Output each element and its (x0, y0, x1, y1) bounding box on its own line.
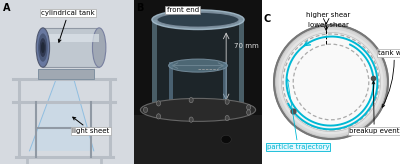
Text: 70 mm: 70 mm (234, 43, 258, 49)
Circle shape (144, 107, 148, 113)
Text: B: B (136, 3, 144, 13)
Circle shape (156, 101, 160, 106)
Ellipse shape (38, 33, 48, 62)
Text: light sheet: light sheet (72, 117, 110, 134)
Text: lower shear: lower shear (308, 22, 348, 28)
Text: A: A (3, 3, 10, 13)
FancyBboxPatch shape (223, 62, 228, 103)
FancyBboxPatch shape (152, 20, 157, 107)
FancyBboxPatch shape (43, 28, 99, 67)
Ellipse shape (140, 98, 256, 121)
Circle shape (281, 32, 381, 132)
Ellipse shape (157, 12, 239, 27)
Ellipse shape (221, 135, 231, 144)
Polygon shape (30, 79, 94, 151)
FancyBboxPatch shape (38, 69, 94, 79)
Circle shape (247, 110, 251, 115)
Circle shape (225, 115, 229, 121)
FancyBboxPatch shape (43, 34, 99, 42)
Ellipse shape (92, 28, 106, 67)
Circle shape (278, 30, 384, 134)
Text: higher shear: higher shear (306, 12, 350, 18)
Circle shape (283, 34, 379, 130)
Text: front end: front end (166, 7, 199, 14)
Text: breakup event: breakup event (349, 81, 400, 134)
Circle shape (274, 25, 388, 139)
Circle shape (189, 98, 193, 103)
Ellipse shape (152, 10, 244, 30)
Ellipse shape (40, 38, 46, 57)
FancyBboxPatch shape (134, 115, 262, 164)
FancyBboxPatch shape (157, 20, 239, 107)
Ellipse shape (36, 28, 50, 67)
Circle shape (247, 105, 251, 110)
Text: tank wall: tank wall (378, 50, 400, 107)
Circle shape (276, 27, 386, 137)
Ellipse shape (41, 42, 45, 53)
Text: C: C (263, 14, 270, 24)
Circle shape (189, 117, 193, 122)
Circle shape (285, 36, 377, 128)
Text: particle trajectory: particle trajectory (267, 79, 329, 150)
Text: cylindrical tank: cylindrical tank (42, 10, 95, 42)
Circle shape (225, 99, 229, 104)
Ellipse shape (168, 59, 228, 72)
FancyBboxPatch shape (239, 20, 244, 107)
FancyBboxPatch shape (168, 62, 173, 103)
Circle shape (156, 114, 160, 119)
